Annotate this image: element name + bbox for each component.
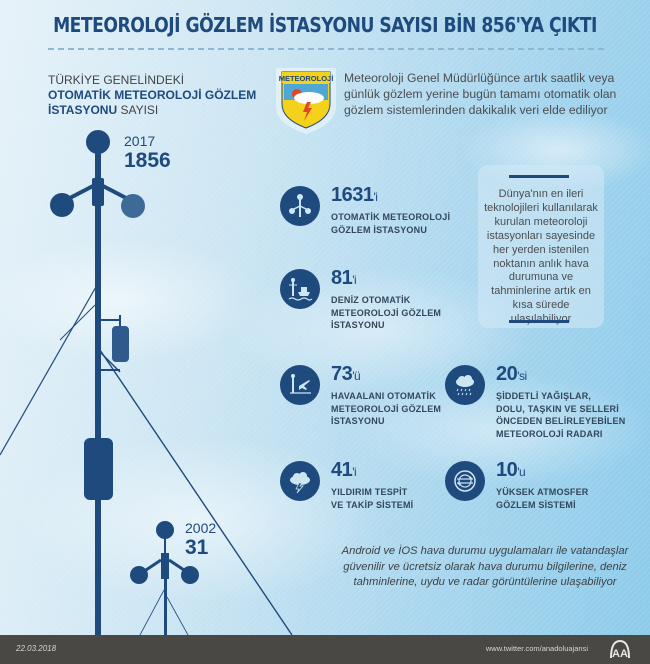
stat-label-line: YILDIRIM TESPİT [331,487,408,497]
year-count: 31 [185,536,209,559]
stat-number: 10 [496,459,518,481]
stat-label-line: GÖZLEM SİSTEMİ [496,499,576,510]
stat-label-line: GÖZLEM İSTASYONU [331,224,428,235]
stat-label-line: HAVAALANI OTOMATİK [331,391,436,401]
description-text: Meteoroloji Genel Müdürlüğünce artık saa… [344,71,617,117]
stat-suffix: 'i [373,190,378,204]
info-box-bottom-rule [509,320,569,323]
meteoroloji-logo-icon: METEOROLOJİ [276,68,336,134]
footer: 22.03.2018 www.twitter.com/anadoluajansi… [0,635,650,664]
lightning-cloud-icon [280,461,320,501]
intro-tail: SAYISI [117,103,159,117]
year-label: 2017 [124,133,156,149]
stat-label-line: YÜKSEK ATMOSFER [496,487,589,497]
stat-suffix: 'i [352,273,357,287]
stat-label-line: ŞİDDETLİ YAĞIŞLAR, [496,391,592,401]
info-box: Dünya'nın en ileri teknolojileri kullanı… [478,165,604,328]
stat-radar: 20'si ŞİDDETLİ YAĞIŞLAR, DOLU, TAŞKIN VE… [445,363,625,440]
anadolu-agency-logo-icon: AA [610,639,630,660]
stat-label-line: METEOROLOJİ RADARI [496,428,603,439]
stat-airport-stations: 73'ü HAVAALANI OTOMATİK METEOROLOJİ GÖZL… [280,363,441,428]
stat-automatic-stations: 1631'i OTOMATİK METEOROLOJİ GÖZLEM İSTAS… [280,184,450,236]
stat-label-line: İSTASYONU [331,320,385,330]
intro-bold-1: OTOMATİK METEOROLOJİ GÖZLEM [48,88,257,102]
info-box-text: Dünya'nın en ileri teknolojileri kullanı… [484,188,598,325]
stat-label-line: ÖNCEDEN BELİRLEYEBİLEN [496,416,626,426]
atmosphere-globe-icon [445,461,485,501]
footer-date: 22.03.2018 [16,644,57,653]
footer-twitter-link[interactable]: www.twitter.com/anadoluajansi [485,644,588,653]
stat-number: 73 [331,363,353,385]
stat-label-line: METEOROLOJİ GÖZLEM [331,403,442,414]
stat-number: 1631 [331,184,374,206]
stat-label-line: OTOMATİK METEOROLOJİ [331,212,451,222]
year-label: 2002 [185,520,217,536]
rain-cloud-radar-icon [445,365,485,405]
intro-label: TÜRKİYE GENELİNDEKİ OTOMATİK METEOROLOJİ… [48,73,268,118]
stat-label-line: DENİZ OTOMATİK [331,295,411,305]
stat-number: 81 [331,267,353,289]
stat-suffix: 'i [352,465,357,479]
year-2002-block: 2002 31 [185,520,216,559]
airport-station-icon [280,365,320,405]
year-count: 1856 [124,149,171,172]
stat-sea-stations: 81'i DENİZ OTOMATİK METEOROLOJİ GÖZLEM İ… [280,267,441,332]
intro-line1: TÜRKİYE GENELİNDEKİ [48,73,185,87]
stat-lightning: 41'i YILDIRIM TESPİT VE TAKİP SİSTEMİ [280,459,413,511]
year-2017-block: 2017 1856 [124,133,171,172]
stat-upper-atmosphere: 10'u YÜKSEK ATMOSFER GÖZLEM SİSTEMİ [445,459,589,511]
stat-label-line: METEOROLOJİ GÖZLEM [331,307,442,318]
info-box-top-rule [509,175,569,178]
aa-logo-text: AA [612,648,628,660]
sea-station-ship-icon [280,269,320,309]
weather-station-icon [280,186,320,226]
stat-suffix: 'ü [352,369,361,383]
stat-number: 41 [331,459,353,481]
mobile-apps-note: Android ve İOS hava durumu uygulamaları … [341,545,629,588]
page-title: METEOROLOJİ GÖZLEM İSTASYONU SAYISI BİN … [53,13,597,37]
title-divider [48,48,604,50]
svg-text:METEOROLOJİ: METEOROLOJİ [279,74,334,83]
stat-label-line: İSTASYONU [331,416,385,426]
stat-suffix: 'u [517,465,526,479]
stat-label-line: VE TAKİP SİSTEMİ [331,499,414,510]
stat-number: 20 [496,363,518,385]
intro-bold-2: İSTASYONU [48,103,118,117]
stat-label-line: DOLU, TAŞKIN VE SELLERİ [496,403,619,414]
stat-suffix: 'si [517,369,527,383]
